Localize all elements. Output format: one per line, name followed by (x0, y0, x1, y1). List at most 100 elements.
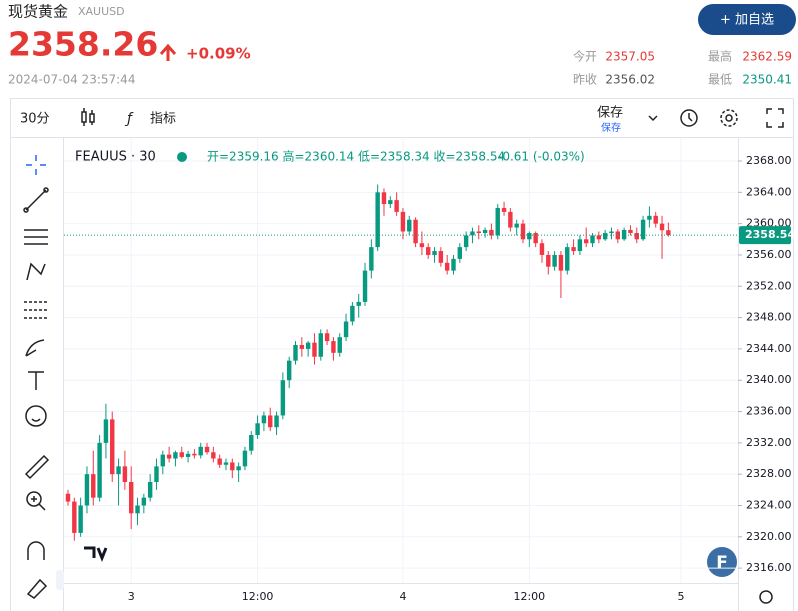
candle-body (640, 219, 646, 240)
save[interactable]: 保存 (597, 106, 623, 121)
candle-body (179, 452, 184, 457)
stat-value: 2357.05 (605, 50, 655, 64)
interval[interactable]: 30分 (20, 112, 50, 127)
candle-body (666, 230, 671, 236)
x-tick-label: 5 (678, 590, 685, 603)
candle-body (337, 337, 342, 353)
candle-body (375, 192, 380, 248)
candle-body (230, 462, 235, 471)
candle-body (659, 223, 665, 231)
y-tick-label: 2328.00 (746, 467, 792, 480)
save-sub[interactable]: 保存 (601, 121, 621, 134)
candle-body (160, 454, 166, 467)
stat-label: 昨收 (573, 73, 597, 87)
candle-body (400, 211, 406, 232)
fullscreen-icon[interactable] (766, 108, 784, 128)
candle-body (154, 466, 159, 483)
candle-body (577, 239, 583, 252)
candle-body (91, 474, 96, 498)
candle-body (609, 231, 614, 234)
candle-body (495, 207, 500, 236)
candle-body (141, 497, 147, 506)
settings-icon[interactable] (720, 109, 738, 127)
y-tick-label: 2324.00 (746, 498, 792, 511)
title: 现货黄金 (8, 3, 68, 21)
stat-label: 最高 (708, 49, 732, 64)
candle-body (318, 333, 323, 357)
candle-body (394, 200, 399, 212)
watermark-logo (84, 546, 108, 563)
x-tick-label: 4 (399, 590, 406, 603)
x-tick-label: 3 (128, 590, 135, 603)
candle-body (590, 235, 595, 244)
axis-settings[interactable] (759, 590, 773, 604)
candle-body (343, 321, 349, 338)
candle-body (362, 270, 368, 302)
fx-icon[interactable]: ƒ (124, 111, 134, 127)
y-tick-label: 2340.00 (746, 373, 792, 386)
candle-body (280, 380, 286, 416)
candle-body (426, 247, 431, 255)
candle-body (192, 453, 197, 456)
price: 2358.26 (8, 25, 158, 64)
change: +0.09% (186, 45, 251, 63)
candle-body (173, 452, 178, 459)
candle-body (236, 466, 241, 471)
candle-body (558, 254, 564, 271)
candle-body (217, 458, 222, 465)
candle-body (381, 192, 387, 205)
legend-ohlc: 开=2359.16 高=2360.14 低=2358.34 收=2358.54 (207, 149, 505, 164)
candle-body (356, 301, 361, 306)
candle-body (520, 223, 526, 240)
candle-body (324, 333, 330, 342)
y-tick-label: 2356.00 (746, 248, 792, 261)
candle-body (489, 229, 494, 236)
candle-body (198, 446, 203, 456)
candle-body (211, 452, 216, 459)
candle-body (621, 229, 627, 240)
candle-body (268, 415, 273, 428)
candle-body (261, 415, 267, 424)
stat-value: 2362.59 (742, 50, 792, 64)
candle-body (463, 235, 469, 248)
legend-change: -0.61 (-0.03%) (498, 150, 585, 164)
up-arrow (159, 43, 177, 61)
collapse-tab[interactable] (56, 570, 64, 590)
f-logo (707, 547, 737, 577)
chart-frame (10, 98, 794, 611)
candle-body (305, 342, 311, 349)
indicators[interactable]: 指标 (150, 112, 176, 127)
candle-body (438, 251, 444, 263)
alert-icon[interactable] (680, 109, 698, 127)
legend-status (177, 152, 187, 162)
candle-body (78, 505, 83, 533)
add-watchlist-button[interactable] (698, 4, 796, 35)
candle-body (647, 215, 652, 220)
candle-body (72, 501, 77, 533)
candle-body (350, 305, 355, 322)
legend-symbol: FEAUUS · 30 (75, 150, 156, 165)
candle-body (539, 243, 545, 255)
stat-label: 最低 (708, 73, 732, 87)
drawing-tools[interactable] (23, 155, 50, 599)
candle-body (634, 233, 639, 240)
candle-body (527, 233, 532, 240)
candle-body (602, 233, 608, 240)
stat-value: 2356.02 (605, 73, 655, 87)
last-price-box (739, 226, 791, 245)
candle-body (653, 215, 658, 224)
chevron[interactable] (648, 115, 658, 122)
candle-body (444, 262, 450, 271)
x-tick-label: 12:00 (242, 590, 274, 603)
plot: 2316.00 2320.00 2324.00 2328.00 2332.00 2336.… (64, 138, 795, 603)
y-tick-label: 2332.00 (746, 436, 792, 449)
y-tick-label: 2364.00 (746, 185, 792, 198)
y-tick-label: 2320.00 (746, 530, 792, 543)
candle-body (482, 229, 488, 234)
add-watchlist-label[interactable]: + 加自选 (720, 13, 774, 28)
candle-body (103, 419, 109, 443)
candle-body (457, 247, 463, 259)
candle-body (166, 454, 172, 459)
candle-body (451, 258, 456, 271)
candle-icon[interactable] (81, 108, 95, 126)
